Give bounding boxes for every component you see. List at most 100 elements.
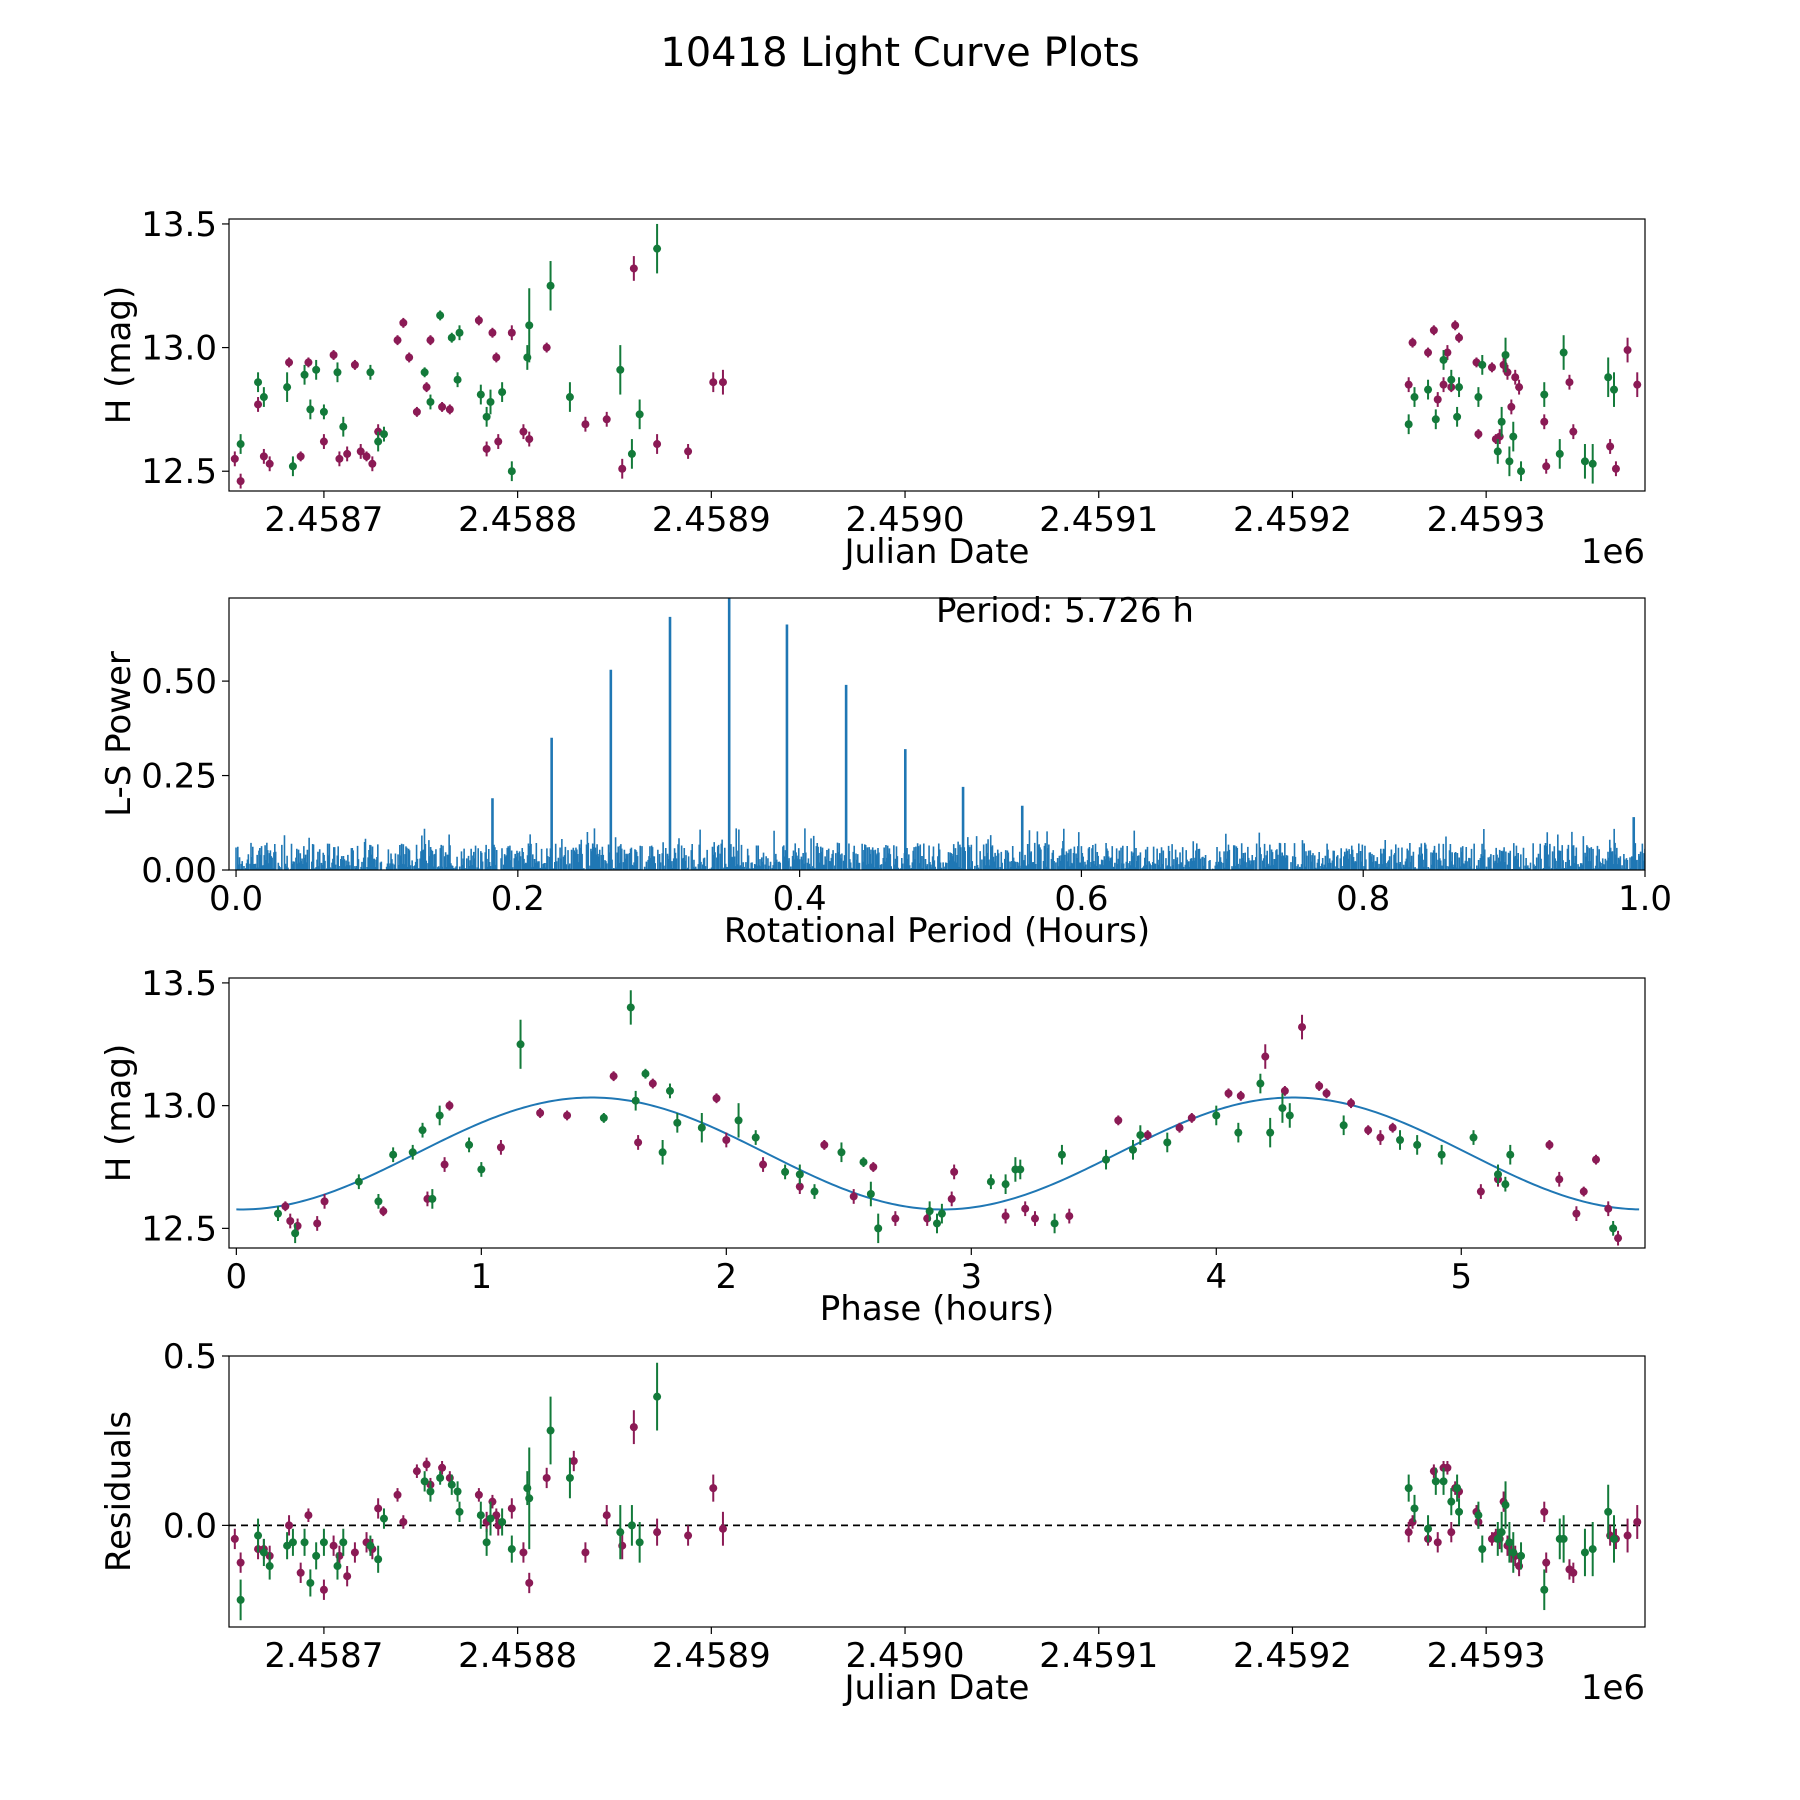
data-point: [565, 1473, 574, 1482]
data-point: [1431, 415, 1440, 424]
data-point: [653, 244, 662, 253]
data-point: [1509, 432, 1518, 441]
data-point: [320, 1197, 329, 1206]
data-point: [1580, 1548, 1589, 1557]
data-point: [435, 1111, 444, 1120]
data-point: [1298, 1023, 1307, 1032]
data-point: [1285, 1111, 1294, 1120]
data-point: [1410, 1504, 1419, 1513]
data-point: [925, 1207, 934, 1216]
y-axis-label: Residuals: [99, 1411, 139, 1572]
data-point: [653, 1392, 662, 1401]
data-point: [1478, 360, 1487, 369]
x-tick-label: 2.4592: [1233, 500, 1352, 540]
data-point: [626, 1003, 635, 1012]
data-point: [599, 1113, 608, 1122]
data-point: [1376, 1133, 1385, 1142]
data-point: [634, 1138, 643, 1147]
data-point: [1212, 1111, 1221, 1120]
data-point: [581, 420, 590, 429]
x-tick-label: 2.4593: [1427, 1636, 1546, 1676]
x-tick-label: 3: [960, 1257, 982, 1297]
data-point: [1501, 1501, 1510, 1510]
data-point: [230, 1534, 239, 1543]
data-point: [1410, 393, 1419, 402]
data-point: [374, 1555, 383, 1564]
y-tick-label: 13.0: [141, 1087, 217, 1127]
data-point: [399, 318, 408, 327]
data-point: [891, 1214, 900, 1223]
lightcurve-panel: 2.4587 2.4588 2.4589 2.4590 2.4591 2.4592 2.45…: [99, 205, 1646, 572]
data-point: [1572, 1209, 1581, 1218]
data-point: [1559, 348, 1568, 357]
data-point: [422, 1460, 431, 1469]
x-tick-label: 0.6: [1054, 879, 1108, 919]
data-point: [820, 1140, 829, 1149]
data-point: [1515, 383, 1524, 392]
data-point: [1175, 1123, 1184, 1132]
data-point: [1606, 442, 1615, 451]
data-point: [335, 454, 344, 463]
y-tick-label: 12.5: [141, 1209, 217, 1249]
data-point: [1388, 1123, 1397, 1132]
data-point: [254, 400, 263, 409]
data-point: [1136, 1131, 1145, 1140]
data-point: [581, 1548, 590, 1557]
data-point: [1447, 1528, 1456, 1537]
data-point: [482, 444, 491, 453]
data-point: [1065, 1212, 1074, 1221]
data-point: [1224, 1089, 1233, 1098]
data-point: [408, 1148, 417, 1157]
data-point: [1447, 375, 1456, 384]
data-point: [665, 1086, 674, 1095]
data-point: [1439, 1477, 1448, 1486]
data-point: [1545, 1140, 1554, 1149]
data-point: [1187, 1113, 1196, 1122]
data-point: [288, 1538, 297, 1547]
axes-frame: [228, 1355, 1646, 1628]
data-point: [486, 397, 495, 406]
x-tick-label: 0.2: [491, 879, 545, 919]
data-point: [374, 437, 383, 446]
data-point: [1540, 390, 1549, 399]
x-tick-label: 5: [1450, 1257, 1472, 1297]
data-point: [313, 1219, 322, 1228]
data-point: [1542, 1558, 1551, 1567]
data-point: [542, 1473, 551, 1482]
data-point: [1437, 1150, 1446, 1159]
data-point: [709, 378, 718, 387]
data-point: [616, 1528, 625, 1537]
plot-area: [236, 990, 1640, 1246]
data-point: [1474, 430, 1483, 439]
data-point: [1501, 1180, 1510, 1189]
data-point: [1001, 1212, 1010, 1221]
data-point: [498, 1517, 507, 1526]
data-point: [546, 281, 555, 290]
data-point: [697, 1123, 706, 1132]
data-point: [1424, 385, 1433, 394]
data-point: [1505, 457, 1514, 466]
data-point: [1494, 1170, 1503, 1179]
data-point: [781, 1167, 790, 1176]
x-tick-label: 2.4589: [652, 500, 771, 540]
data-point: [362, 452, 371, 461]
data-point: [265, 1562, 274, 1571]
data-point: [937, 1209, 946, 1218]
data-point: [1580, 457, 1589, 466]
data-point: [1623, 346, 1632, 355]
data-point: [1439, 355, 1448, 364]
data-point: [950, 1167, 959, 1176]
data-point: [718, 378, 727, 387]
plot-area: [235, 598, 1645, 870]
data-point: [1501, 351, 1510, 359]
x-tick-label: 2.4588: [458, 1636, 577, 1676]
data-point: [1565, 378, 1574, 387]
data-point: [1505, 1538, 1514, 1547]
data-point: [482, 1538, 491, 1547]
data-point: [1408, 338, 1417, 347]
data-point: [259, 1548, 268, 1557]
y-tick-label: 0.50: [141, 662, 217, 702]
data-point: [1478, 1545, 1487, 1554]
y-tick-label: 0.5: [163, 1337, 217, 1377]
data-point: [422, 383, 431, 392]
